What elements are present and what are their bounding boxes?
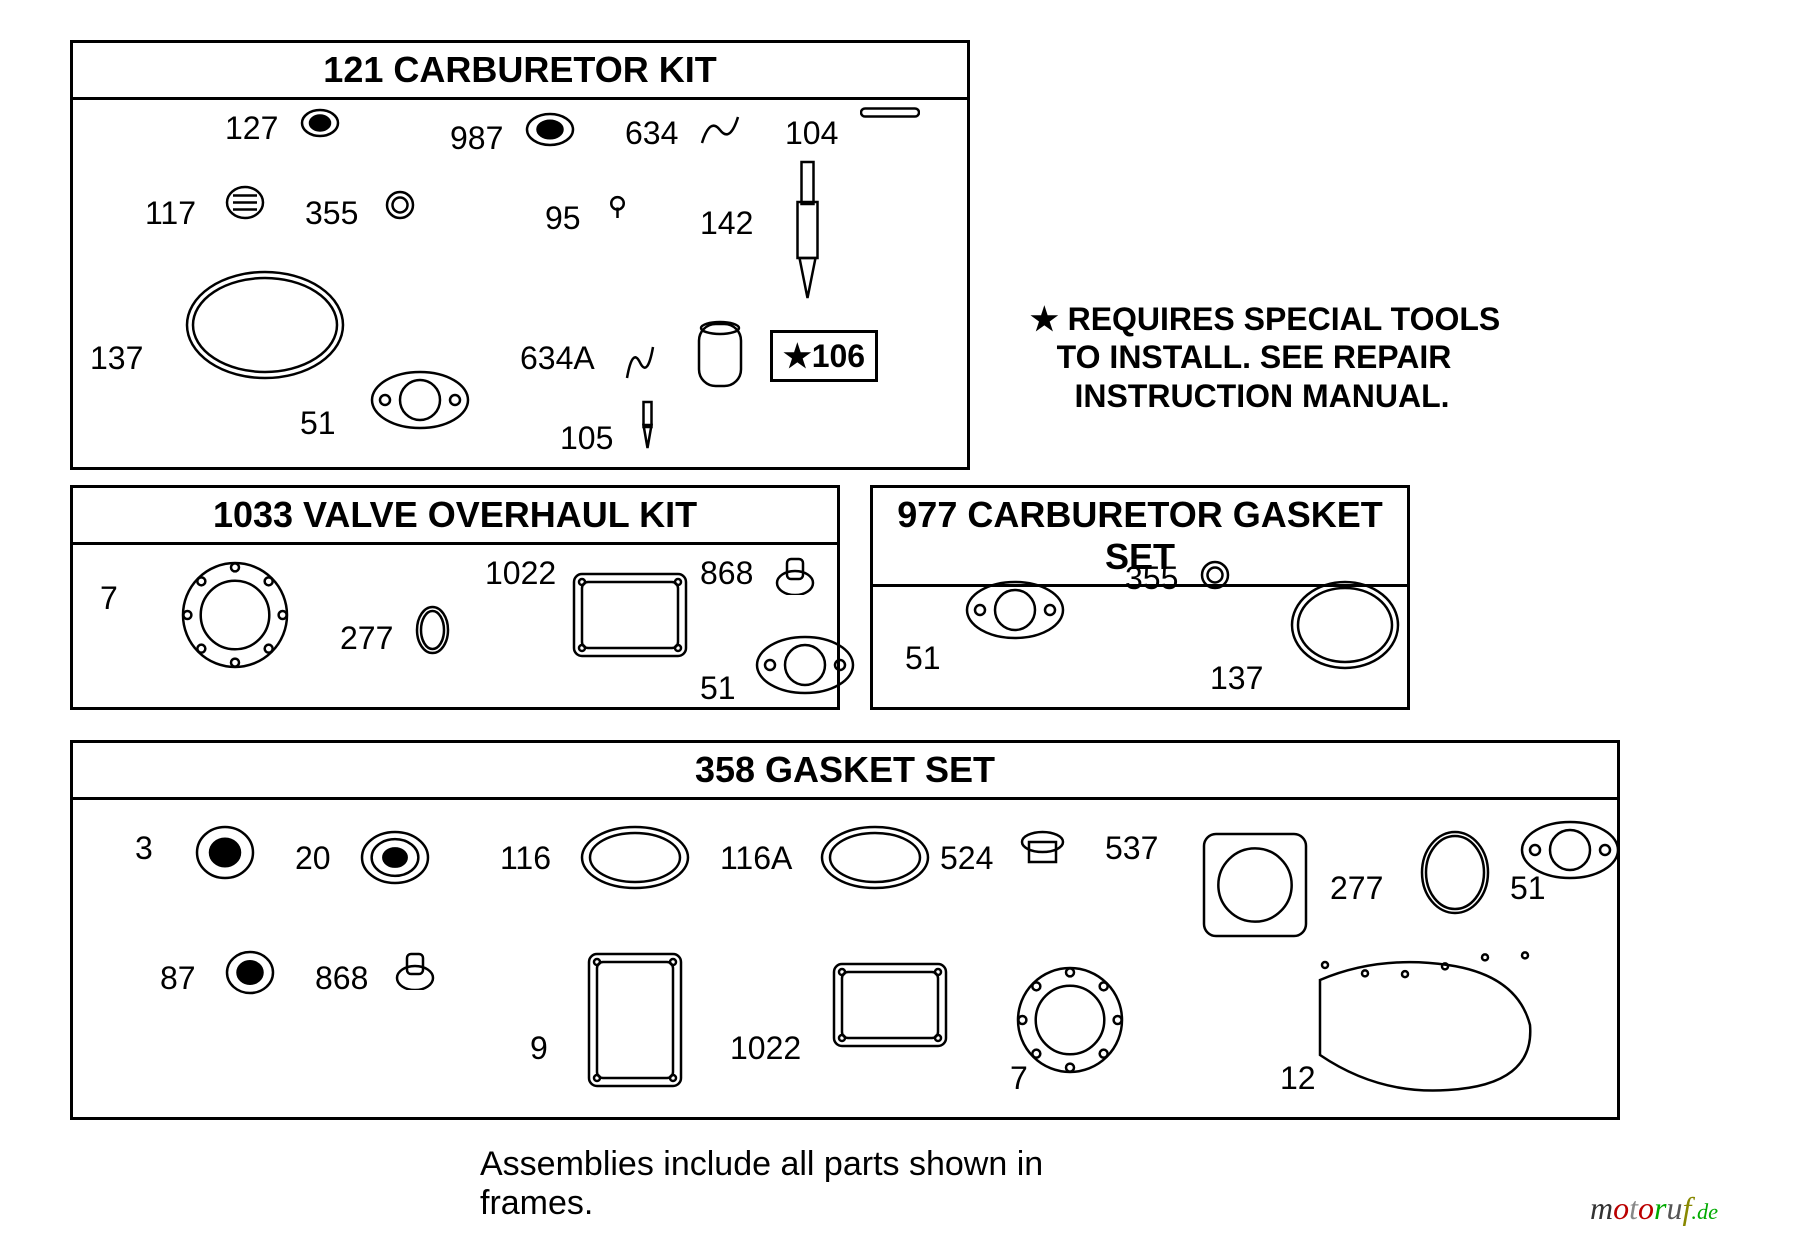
part-shape-104 (860, 105, 920, 120)
part-ref-51: 51 (905, 640, 941, 677)
part-shape-7 (1010, 960, 1130, 1080)
part-shape-3 (195, 825, 255, 880)
part-shape-7 (175, 555, 295, 675)
part-shape-1022 (570, 570, 690, 660)
part-shape-105 (640, 400, 655, 450)
panel-title-gasket-set: 358 GASKET SET (73, 743, 1617, 800)
part-ref-127: 127 (225, 110, 278, 147)
part-shape-355 (385, 190, 415, 220)
part-shape-127 (300, 108, 340, 138)
part-ref-116A: 116A (720, 840, 792, 877)
part-shape-12 (1310, 950, 1540, 1100)
note-line3: INSTRUCTION MANUAL. (1074, 378, 1449, 414)
part-shape-116 (580, 825, 690, 890)
footer-text: Assemblies include all parts shown in fr… (480, 1145, 1043, 1223)
note-line2: TO INSTALL. SEE REPAIR (1057, 339, 1452, 375)
part-ref-104: 104 (785, 115, 838, 152)
part-ref-116: 116 (500, 840, 551, 877)
part-ref-9: 9 (530, 1030, 548, 1067)
part-ref-137: 137 (90, 340, 143, 377)
part-shape-1022 (830, 960, 950, 1050)
part-shape-95 (605, 195, 630, 220)
part-ref-634A: 634A (520, 340, 595, 377)
part-shape-137 (185, 270, 345, 380)
part-ref-355: 355 (1125, 560, 1178, 597)
footer-line1: Assemblies include all parts shown in (480, 1145, 1043, 1183)
part-ref-868: 868 (315, 960, 368, 997)
part-ref-524: 524 (940, 840, 993, 877)
part-shape-277 (1420, 830, 1490, 915)
part-ref-1022: 1022 (485, 555, 556, 592)
part-ref-137: 137 (1210, 660, 1263, 697)
part-shape-634 (700, 115, 740, 145)
part-ref-355: 355 (305, 195, 358, 232)
part-shape-20 (360, 830, 430, 885)
part-shape-868 (395, 950, 435, 990)
part-shape-142 (790, 160, 825, 300)
panel-title-valve-kit: 1033 VALVE OVERHAUL KIT (73, 488, 837, 545)
part-shape-277 (415, 605, 450, 655)
part-shape-137 (1290, 580, 1400, 670)
part-ref-142: 142 (700, 205, 753, 242)
part-ref-537: 537 (1105, 830, 1158, 867)
footer-line2: frames. (480, 1184, 593, 1222)
part-ref-105: 105 (560, 420, 613, 457)
part-shape-51 (755, 635, 855, 695)
part-shape-star-106 (695, 320, 745, 390)
part-ref-7: 7 (100, 580, 118, 617)
part-shape-987 (525, 112, 575, 147)
watermark: motoruf.de (1590, 1190, 1718, 1227)
special-tools-note: ★ REQUIRES SPECIAL TOOLS TO INSTALL. SEE… (1030, 300, 1500, 415)
part-shape-51 (1520, 820, 1620, 880)
part-shape-51 (370, 370, 470, 430)
part-ref-20: 20 (295, 840, 331, 877)
part-ref-star-106: ★106 (770, 330, 878, 382)
part-ref-634: 634 (625, 115, 678, 152)
part-ref-987: 987 (450, 120, 503, 157)
note-line1: REQUIRES SPECIAL TOOLS (1068, 301, 1501, 337)
star-icon: ★ (1030, 301, 1059, 337)
part-shape-355 (1200, 560, 1230, 590)
panel-title-carb-kit: 121 CARBURETOR KIT (73, 43, 967, 100)
part-ref-51: 51 (700, 670, 736, 707)
part-ref-3: 3 (135, 830, 153, 867)
part-ref-51: 51 (300, 405, 336, 442)
part-ref-277: 277 (340, 620, 393, 657)
part-ref-868: 868 (700, 555, 753, 592)
part-shape-634A (625, 345, 655, 380)
part-ref-1022: 1022 (730, 1030, 801, 1067)
part-shape-117 (225, 185, 265, 220)
part-ref-277: 277 (1330, 870, 1383, 907)
part-shape-524 (1020, 830, 1065, 870)
panel-carb-kit: 121 CARBURETOR KIT (70, 40, 970, 470)
part-shape-9 (585, 950, 685, 1090)
part-shape-537 (1200, 830, 1310, 940)
part-shape-87 (225, 950, 275, 995)
part-shape-116A (820, 825, 930, 890)
part-shape-51 (965, 580, 1065, 640)
part-ref-87: 87 (160, 960, 196, 997)
part-shape-868 (775, 555, 815, 595)
part-ref-117: 117 (145, 195, 196, 232)
part-ref-95: 95 (545, 200, 581, 237)
